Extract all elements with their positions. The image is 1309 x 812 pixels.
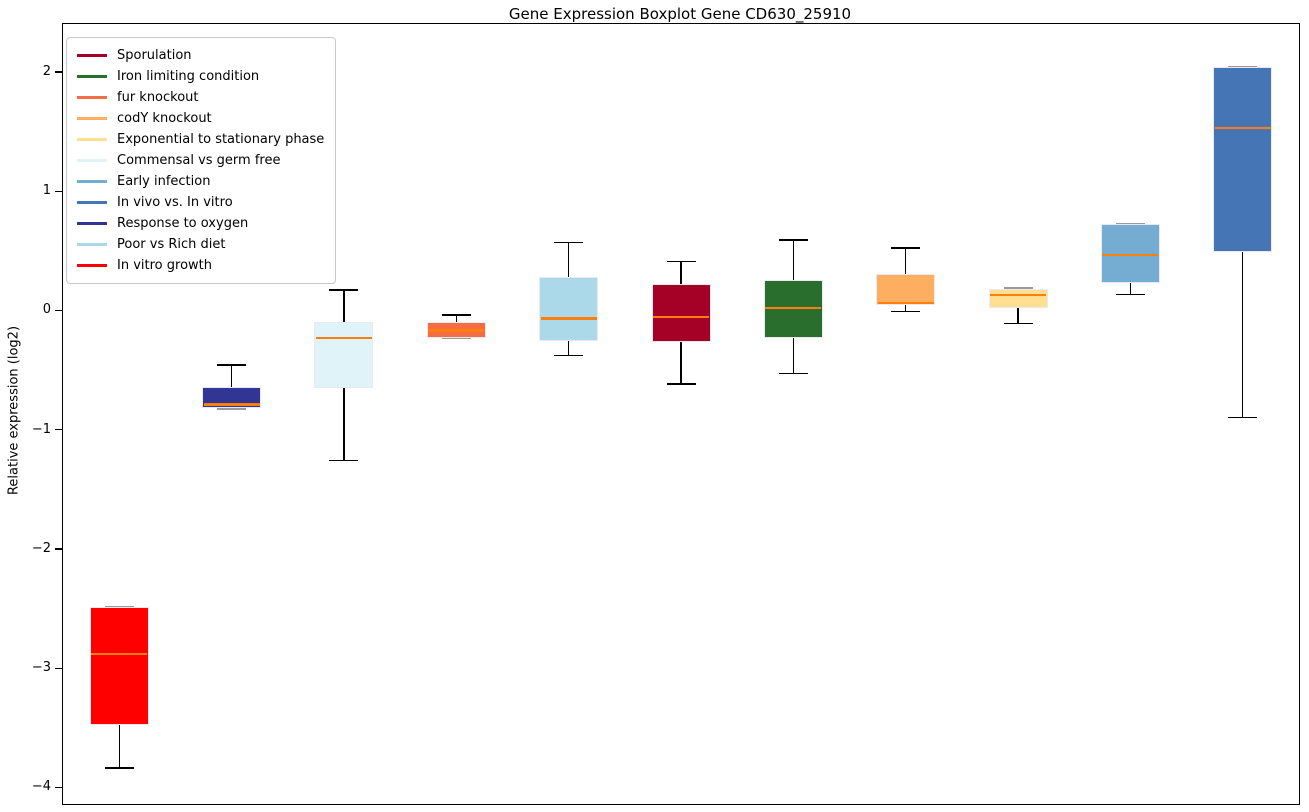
whisker-cap-bottom [666, 383, 696, 385]
y-tick-mark [55, 667, 62, 669]
legend-entry: In vitro growth [77, 255, 324, 276]
y-tick-mark [55, 786, 62, 789]
legend-swatch-line [77, 138, 107, 141]
y-tick-label: −2 [31, 540, 51, 556]
boxplot-box [202, 386, 262, 409]
whisker-cap-bottom [778, 372, 808, 375]
boxplot-box [876, 274, 936, 306]
whisker-cap-top [891, 247, 921, 249]
y-tick-label: −1 [31, 421, 51, 437]
boxplot-median [203, 403, 260, 406]
legend-label: Exponential to stationary phase [117, 132, 325, 147]
whisker-cap-bottom [891, 310, 921, 313]
whisker-cap-top [329, 289, 359, 291]
legend-swatch-line [77, 222, 107, 225]
boxplot-median [653, 316, 709, 319]
legend-entry: Early infection [77, 171, 324, 192]
boxplot-box [1100, 224, 1160, 283]
legend-swatch-line [77, 117, 107, 120]
y-tick-label: 2 [42, 63, 51, 79]
boxplot-box [539, 276, 599, 342]
legend-label: fur knockout [117, 90, 199, 105]
boxplot-box [314, 322, 374, 388]
legend-label: Iron limiting condition [117, 69, 260, 84]
boxplot-median [315, 336, 372, 339]
legend-label: Sporulation [117, 48, 192, 63]
whisker-cap-top [217, 364, 247, 366]
legend-swatch-line [77, 180, 107, 183]
boxplot-box [89, 607, 149, 726]
boxplot-median [990, 293, 1047, 296]
whisker-cap-top [778, 239, 808, 241]
legend-entry: Exponential to stationary phase [77, 129, 324, 150]
legend-swatch-line [77, 54, 107, 57]
legend-entry: codY knockout [77, 108, 324, 129]
boxplot-box [1213, 66, 1273, 252]
y-tick-label: −4 [31, 779, 51, 795]
legend-entry: Iron limiting condition [77, 66, 324, 87]
whisker-cap-bottom [329, 459, 359, 462]
boxplot-box [651, 284, 711, 343]
legend-label: In vitro growth [117, 258, 212, 273]
whisker-cap-bottom [1003, 322, 1033, 325]
whisker-cap-top [1003, 287, 1033, 289]
legend-entry: fur knockout [77, 87, 324, 108]
whisker-cap-bottom [104, 767, 134, 769]
boxplot-median [428, 329, 485, 332]
whisker-cap-bottom [1115, 293, 1145, 296]
legend-entry: Poor vs Rich diet [77, 234, 324, 255]
whisker-cap-top [1228, 65, 1258, 68]
legend-entry: Sporulation [77, 45, 324, 66]
boxplot-box [763, 280, 823, 338]
boxplot-median [765, 306, 822, 309]
y-tick-label: −3 [31, 660, 51, 676]
y-tick-mark [55, 429, 62, 431]
legend-label: Response to oxygen [117, 216, 249, 231]
whisker-cap-top [104, 605, 134, 608]
legend-swatch-line [77, 159, 107, 162]
whisker-cap-bottom [554, 354, 584, 357]
legend-entry: Response to oxygen [77, 213, 324, 234]
whisker-cap-top [666, 260, 696, 263]
legend-label: Early infection [117, 174, 211, 189]
whisker-cap-bottom [217, 408, 247, 410]
legend-swatch-line [77, 264, 107, 267]
legend-swatch-line [77, 75, 107, 78]
legend-label: Poor vs Rich diet [117, 237, 226, 252]
y-tick-mark [55, 548, 62, 550]
whisker-cap-bottom [441, 337, 471, 340]
legend-swatch-line [77, 243, 107, 246]
y-tick-mark [55, 71, 62, 73]
boxplot-median [877, 301, 934, 305]
whisker-cap-top [1115, 222, 1145, 225]
boxplot-median [91, 652, 148, 655]
boxplot-median [1214, 126, 1271, 129]
legend-swatch-line [77, 201, 107, 204]
boxplot-median [540, 317, 597, 320]
y-tick-mark [55, 190, 62, 192]
legend-label: codY knockout [117, 111, 212, 126]
y-tick-label: 1 [42, 183, 51, 199]
y-axis-label: Relative expression (log2) [6, 325, 22, 496]
chart-title: Gene Expression Boxplot Gene CD630_25910 [508, 5, 852, 23]
legend-swatch-line [77, 96, 107, 99]
y-tick-label: 0 [42, 302, 51, 318]
y-tick-mark [55, 309, 62, 312]
whisker-cap-top [441, 314, 471, 316]
legend-label: Commensal vs germ free [117, 153, 281, 168]
legend-entry: In vivo vs. In vitro [77, 192, 324, 213]
whisker-cap-bottom [1228, 416, 1258, 419]
whisker-cap-top [554, 241, 584, 243]
legend: Sporulation Iron limiting condition fur kn… [66, 37, 337, 284]
boxplot-box [988, 288, 1048, 308]
legend-label: In vivo vs. In vitro [117, 195, 233, 210]
boxplot-median [1102, 254, 1159, 257]
legend-entry: Commensal vs germ free [77, 150, 324, 171]
